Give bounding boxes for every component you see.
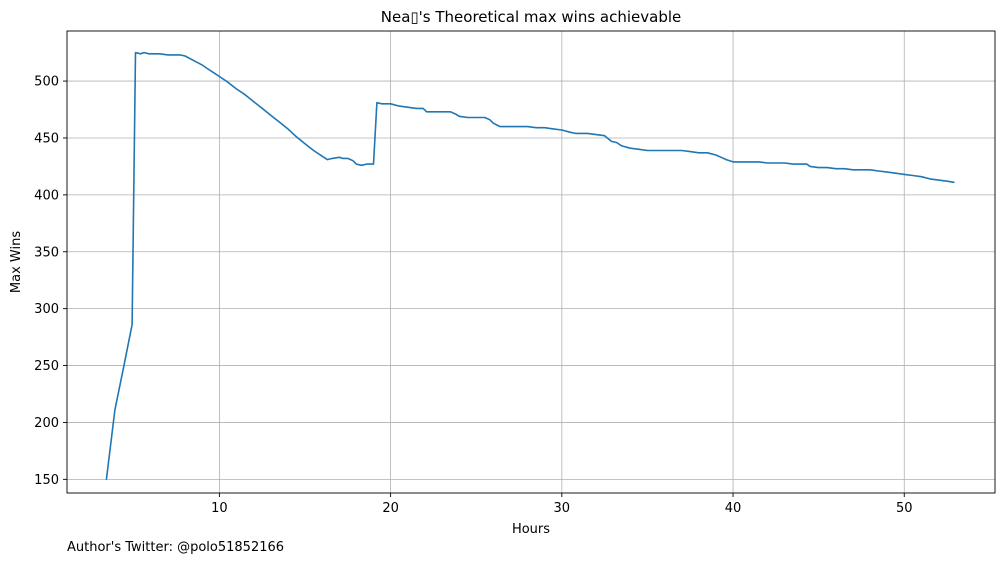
x-tick-label: 20 [382, 501, 399, 516]
y-tick-label: 500 [34, 75, 59, 90]
chart-title: Nea▯'s Theoretical max wins achievable [381, 8, 681, 26]
series-line-max-wins [105, 51, 955, 481]
y-tick-label: 400 [34, 188, 59, 203]
y-tick-label: 150 [34, 473, 59, 488]
y-axis-label: Max Wins [9, 231, 24, 293]
plot-frame [66, 30, 996, 494]
x-tick-label: 40 [725, 501, 742, 516]
x-tick-label: 50 [896, 501, 913, 516]
y-tick-label: 450 [34, 131, 59, 146]
axis-ticks: 10 20 30 40 50 150 200 250 300 350 400 450 500 [34, 75, 912, 516]
y-tick-label: 250 [34, 359, 59, 374]
y-tick-label: 350 [34, 245, 59, 260]
x-tick-label: 10 [211, 501, 228, 516]
y-tick-label: 200 [34, 416, 59, 431]
y-tick-label: 300 [34, 302, 59, 317]
grid [67, 31, 995, 493]
author-twitter-text: Author's Twitter: @polo51852166 [67, 540, 284, 555]
x-tick-label: 30 [554, 501, 571, 516]
x-axis-label: Hours [512, 522, 550, 537]
